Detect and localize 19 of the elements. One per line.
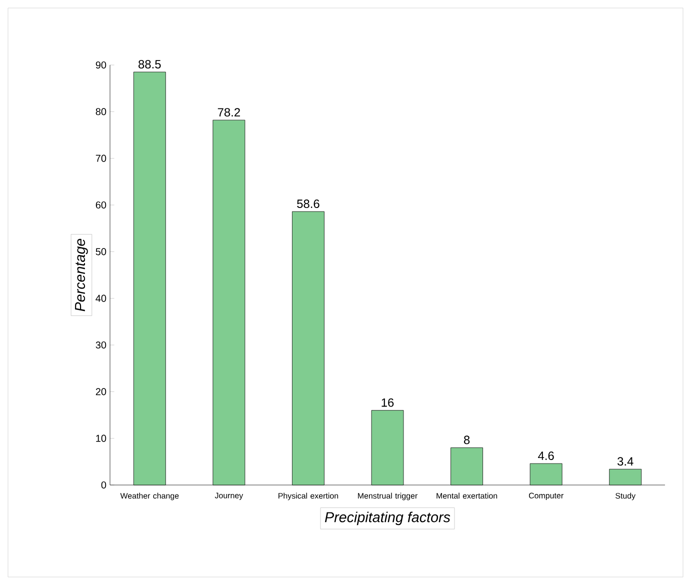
data-label: 58.6 <box>297 200 320 208</box>
y-axis-title: Percentage <box>75 238 88 312</box>
x-axis-title: Precipitating factors <box>324 512 450 526</box>
data-label: 88.5 <box>138 60 161 68</box>
data-label: 8 <box>464 436 470 444</box>
y-tick-label: 30 <box>96 341 106 349</box>
y-tick-label: 90 <box>96 61 106 69</box>
y-tick-label: 80 <box>96 108 106 116</box>
y-tick-label: 20 <box>96 388 106 396</box>
y-tick-label: 70 <box>96 154 106 162</box>
y-tick-label: 10 <box>96 434 106 442</box>
y-tick-label: 40 <box>96 294 106 302</box>
data-label: 4.6 <box>538 452 554 460</box>
data-label: 3.4 <box>618 457 634 466</box>
y-tick-label: 50 <box>96 248 106 256</box>
data-label: 78.2 <box>218 108 240 117</box>
data-label: 16 <box>382 398 394 407</box>
y-tick-label: 0 <box>101 481 106 489</box>
y-tick-label: 60 <box>96 201 106 209</box>
